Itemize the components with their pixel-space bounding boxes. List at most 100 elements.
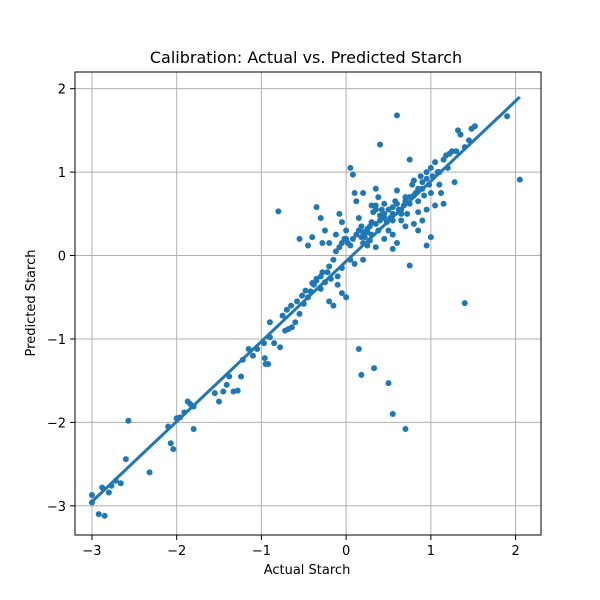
data-point (288, 324, 295, 331)
data-point (419, 179, 426, 186)
data-point (364, 242, 371, 249)
data-point (293, 298, 300, 305)
data-point (398, 210, 405, 217)
data-point (385, 227, 392, 234)
data-point (457, 131, 464, 138)
data-point (436, 169, 443, 176)
data-point (355, 227, 362, 234)
data-point (347, 164, 354, 171)
data-point (317, 285, 324, 292)
data-point (254, 345, 261, 352)
data-point (343, 294, 350, 301)
data-point (423, 169, 430, 176)
data-point (343, 227, 350, 234)
data-point (404, 210, 411, 217)
data-point (309, 234, 316, 241)
data-point (262, 360, 269, 367)
data-point (423, 175, 430, 182)
data-point (444, 164, 451, 171)
data-point (347, 256, 354, 263)
data-point (504, 113, 511, 120)
data-point (95, 511, 102, 518)
data-point (300, 300, 307, 307)
data-point (326, 298, 333, 305)
data-point (406, 262, 413, 269)
data-point (165, 423, 172, 430)
data-point (355, 214, 362, 221)
data-point (389, 245, 396, 252)
data-point (226, 373, 233, 380)
data-point (288, 302, 295, 309)
data-point (177, 414, 184, 421)
data-point (305, 242, 311, 249)
y-tick-label: 1 (58, 166, 66, 181)
data-point (465, 137, 472, 144)
x-tick-label: 2 (511, 544, 519, 559)
data-point (432, 202, 439, 209)
data-point (108, 482, 115, 489)
data-point (292, 319, 299, 326)
data-point (393, 200, 400, 207)
data-point (299, 292, 306, 299)
data-point (389, 217, 396, 224)
data-point (216, 398, 223, 405)
data-point (283, 306, 290, 313)
data-point (330, 302, 337, 309)
data-point (99, 484, 106, 491)
data-point (338, 290, 345, 297)
data-point (332, 248, 339, 255)
data-point (296, 310, 303, 317)
data-point (349, 171, 356, 178)
grid (75, 72, 541, 535)
data-point (471, 123, 478, 130)
data-point (239, 356, 246, 363)
data-point (319, 269, 326, 276)
data-point (313, 275, 320, 282)
y-tick-label: −1 (47, 333, 66, 348)
data-point (234, 387, 241, 394)
data-point (461, 300, 468, 307)
data-point (427, 234, 434, 241)
data-points (88, 112, 523, 519)
data-point (277, 344, 284, 351)
data-point (266, 334, 273, 341)
data-point (260, 340, 267, 347)
data-point (410, 220, 417, 227)
chart-title: Calibration: Actual vs. Predicted Starch (150, 48, 462, 67)
data-point (393, 240, 400, 247)
data-point (377, 141, 384, 148)
data-point (170, 446, 177, 453)
data-point (368, 202, 375, 209)
data-point (423, 206, 430, 213)
data-point (429, 173, 436, 180)
data-point (296, 235, 303, 242)
data-point (432, 159, 439, 166)
data-point (358, 371, 365, 378)
data-point (372, 244, 379, 251)
data-point (402, 223, 409, 230)
data-point (423, 242, 430, 249)
data-point (389, 210, 396, 217)
data-point (122, 456, 129, 463)
data-point (389, 231, 396, 238)
data-point (112, 477, 119, 484)
data-point (326, 240, 333, 247)
data-point (389, 204, 396, 211)
data-point (332, 231, 339, 238)
data-point (385, 380, 392, 387)
data-point (349, 235, 356, 242)
y-tick-label: 2 (58, 83, 66, 98)
data-point (249, 352, 256, 359)
data-point (410, 177, 417, 184)
data-point (279, 312, 286, 319)
data-point (389, 411, 396, 418)
data-point (211, 390, 218, 397)
data-point (223, 381, 230, 388)
data-point (516, 176, 523, 183)
data-point (319, 240, 326, 247)
data-point (440, 200, 447, 207)
data-point (451, 179, 458, 186)
data-point (421, 192, 428, 199)
